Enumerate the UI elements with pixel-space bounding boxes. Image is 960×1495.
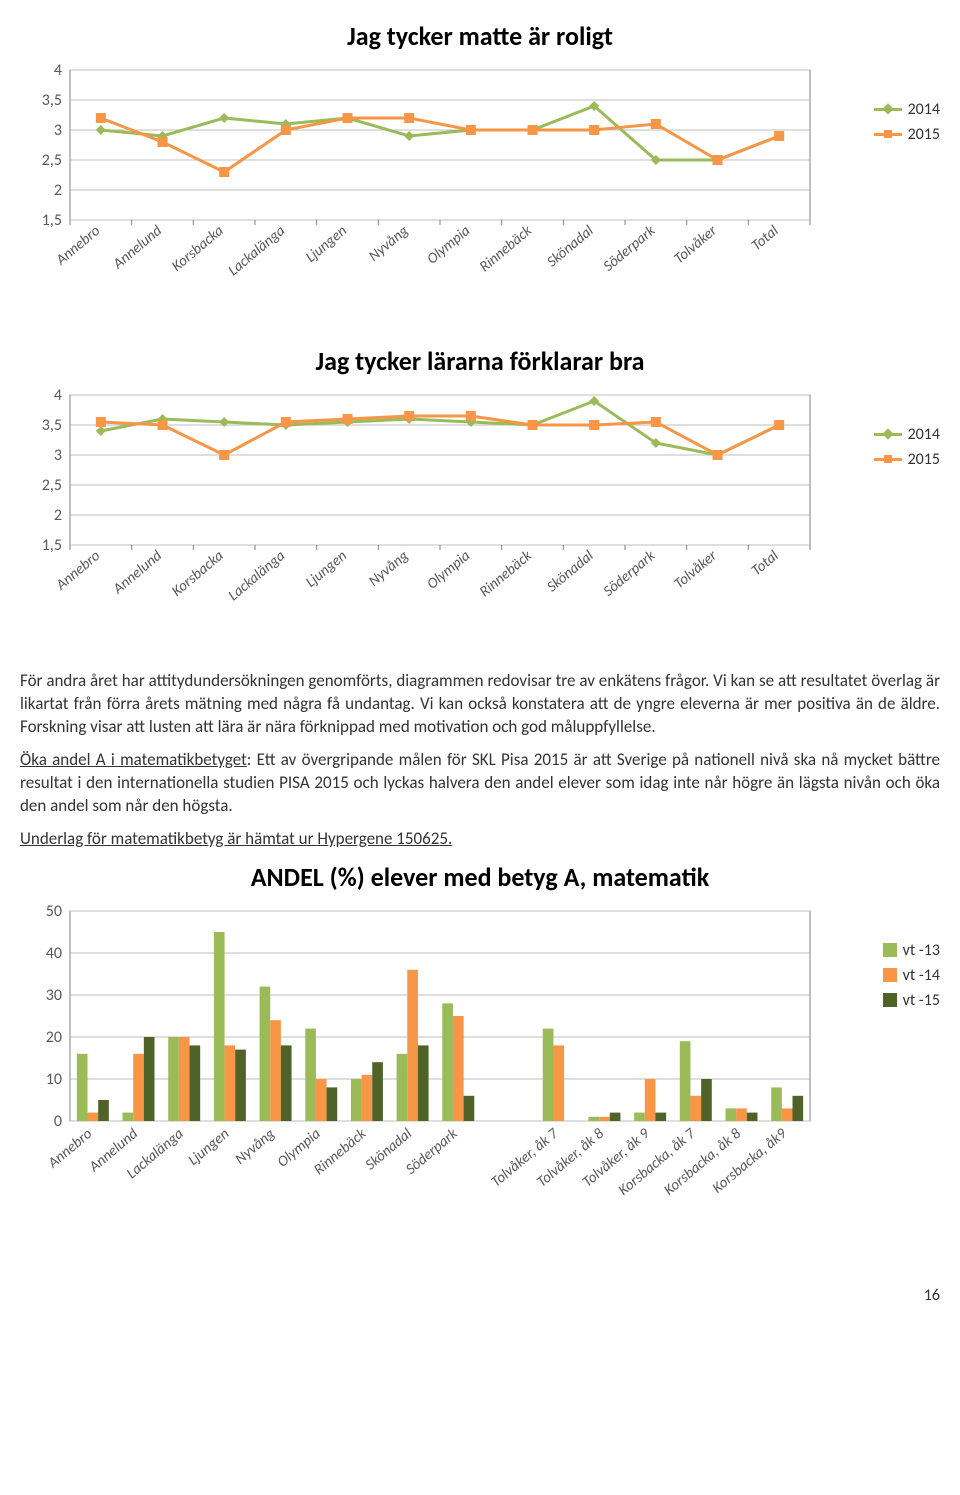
svg-text:3: 3 xyxy=(54,446,62,465)
svg-text:40: 40 xyxy=(46,944,62,963)
legend-item: 2015 xyxy=(874,125,940,144)
svg-text:2,5: 2,5 xyxy=(42,476,62,495)
legend-label: vt -14 xyxy=(903,966,940,985)
svg-text:Rinnebäck: Rinnebäck xyxy=(476,222,536,276)
svg-text:4: 4 xyxy=(54,61,62,80)
chart1-title: Jag tycker matte är roligt xyxy=(20,20,940,52)
legend-label: 2014 xyxy=(908,425,940,444)
svg-text:0: 0 xyxy=(54,1112,62,1131)
svg-text:Rinnebäck: Rinnebäck xyxy=(476,547,536,601)
chart2-plot: 1,522,533,54AnnebroAnnelundKorsbackaLack… xyxy=(20,385,864,630)
legend-item: 2014 xyxy=(874,100,940,119)
svg-text:Söderpark: Söderpark xyxy=(600,547,659,601)
chart2-legend: 2014 2015 xyxy=(874,425,940,475)
chart3-title: ANDEL (%) elever med betyg A, matematik xyxy=(20,861,940,893)
svg-text:Total: Total xyxy=(748,547,783,580)
svg-text:Söderpark: Söderpark xyxy=(403,1124,462,1178)
svg-text:4: 4 xyxy=(54,386,62,405)
svg-text:Annelund: Annelund xyxy=(109,547,166,599)
svg-text:Olympia: Olympia xyxy=(424,222,475,269)
svg-text:Nyvång: Nyvång xyxy=(232,1124,279,1168)
page-number: 16 xyxy=(20,1286,940,1305)
legend-item: vt -15 xyxy=(883,991,940,1010)
svg-text:Ljungen: Ljungen xyxy=(302,547,350,592)
svg-text:Skönadal: Skönadal xyxy=(544,547,598,597)
legend-item: 2014 xyxy=(874,425,940,444)
legend-label: 2014 xyxy=(908,100,940,119)
chart3-block: ANDEL (%) elever med betyg A, matematik … xyxy=(20,861,940,1246)
legend-label: 2015 xyxy=(908,125,940,144)
svg-text:Söderpark: Söderpark xyxy=(600,222,659,276)
para3-text: Underlag för matematikbetyg är hämtat ur… xyxy=(20,828,452,849)
chart3-legend: vt -13 vt -14 vt -15 xyxy=(883,941,940,1016)
paragraph-2: Öka andel A i matematikbetyget: Ett av ö… xyxy=(20,749,940,818)
chart1-block: Jag tycker matte är roligt 1,5 2 2,5 3 3,5 4 A… xyxy=(20,20,940,305)
svg-text:50: 50 xyxy=(46,902,62,921)
chart2-title: Jag tycker lärarna förklarar bra xyxy=(20,345,940,377)
svg-text:Skönadal: Skönadal xyxy=(544,222,598,272)
legend-label: vt -15 xyxy=(903,991,940,1010)
legend-label: 2015 xyxy=(908,450,940,469)
svg-text:3,5: 3,5 xyxy=(42,91,62,110)
svg-text:Ljungen: Ljungen xyxy=(185,1124,233,1169)
legend-item: 2015 xyxy=(874,450,940,469)
svg-text:Korsbacka, åk 7: Korsbacka, åk 7 xyxy=(615,1124,700,1199)
svg-text:1,5: 1,5 xyxy=(42,536,62,555)
para2-lead: Öka andel A i matematikbetyget xyxy=(20,749,247,770)
legend-item: vt -14 xyxy=(883,966,940,985)
svg-text:30: 30 xyxy=(46,986,62,1005)
chart1-legend: 2014 2015 xyxy=(874,100,940,150)
svg-text:Nyvång: Nyvång xyxy=(365,222,412,266)
svg-text:Total: Total xyxy=(748,222,783,255)
svg-text:2: 2 xyxy=(54,181,62,200)
svg-text:3: 3 xyxy=(54,121,62,140)
svg-text:Tolvåker: Tolvåker xyxy=(671,546,722,593)
svg-text:Korsbacka: Korsbacka xyxy=(168,222,227,276)
svg-text:20: 20 xyxy=(46,1028,62,1047)
legend-item: vt -13 xyxy=(883,941,940,960)
chart1-plot: 1,522,533,54AnnebroAnnelundKorsbackaLack… xyxy=(20,60,864,305)
svg-text:Annelund: Annelund xyxy=(109,222,166,274)
svg-text:Korsbacka: Korsbacka xyxy=(168,547,227,601)
svg-text:Tolvåker: Tolvåker xyxy=(671,221,722,268)
svg-text:10: 10 xyxy=(46,1070,62,1089)
paragraph-3: Underlag för matematikbetyg är hämtat ur… xyxy=(20,828,940,851)
svg-text:3,5: 3,5 xyxy=(42,416,62,435)
svg-text:2,5: 2,5 xyxy=(42,151,62,170)
svg-text:Lackalänga: Lackalänga xyxy=(225,547,289,605)
legend-label: vt -13 xyxy=(903,941,940,960)
paragraph-1: För andra året har attitydundersökningen… xyxy=(20,670,940,739)
svg-text:Nyvång: Nyvång xyxy=(365,547,412,591)
svg-text:Olympia: Olympia xyxy=(424,547,475,594)
svg-text:Lackalänga: Lackalänga xyxy=(225,222,289,280)
chart2-block: Jag tycker lärarna förklarar bra 1,5 2 2,5… xyxy=(20,345,940,630)
chart3-plot: 01020304050AnnebroAnnelundLackalängaLjun… xyxy=(20,901,873,1246)
svg-text:2: 2 xyxy=(54,506,62,525)
svg-text:Ljungen: Ljungen xyxy=(302,222,350,267)
svg-text:1,5: 1,5 xyxy=(42,211,62,230)
